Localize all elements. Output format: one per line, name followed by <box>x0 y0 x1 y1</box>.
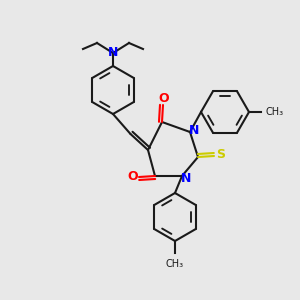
Text: O: O <box>128 170 138 184</box>
Text: O: O <box>159 92 169 106</box>
Text: CH₃: CH₃ <box>166 259 184 269</box>
Text: CH₃: CH₃ <box>266 107 284 117</box>
Text: N: N <box>181 172 191 184</box>
Text: S: S <box>217 148 226 161</box>
Text: N: N <box>108 46 118 59</box>
Text: N: N <box>189 124 199 136</box>
